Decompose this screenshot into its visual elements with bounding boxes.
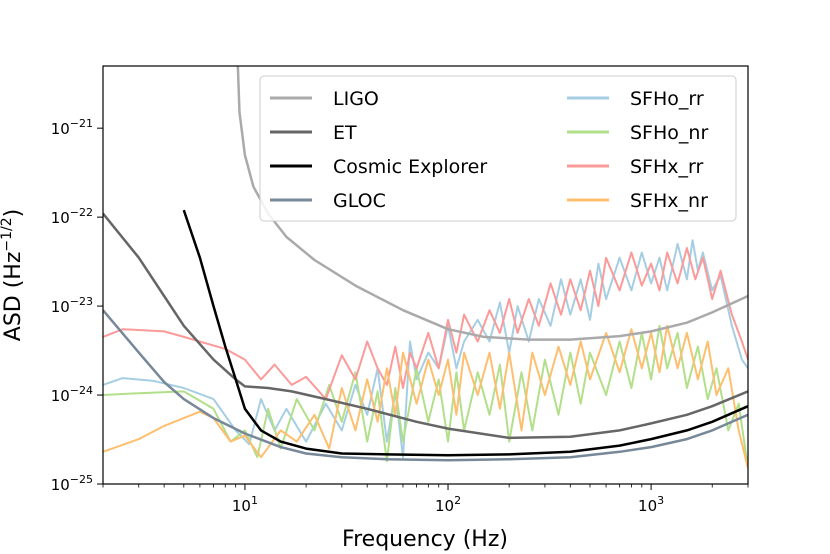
series-line-et — [103, 212, 748, 440]
x-tick-label: 101 — [232, 494, 258, 515]
series-layer — [103, 66, 748, 469]
x-tick-label: 102 — [435, 494, 461, 515]
legend-label-sfho-nr: SFHo_nr — [630, 122, 708, 144]
series-line-sfho-nr — [103, 324, 748, 469]
legend: LIGO ET Cosmic Explorer GLOC SFHo_rr SFHo_nr S… — [259, 75, 737, 222]
series-line-ligo — [236, 66, 748, 341]
plot-frame — [102, 65, 749, 485]
y-axis-label: ASD (Hz−1/2) — [0, 209, 26, 341]
legend-label-sfhx-rr: SFHx_rr — [630, 156, 703, 178]
y-tick-label: 10−23 — [51, 295, 93, 316]
y-tick-label: 10−21 — [51, 117, 93, 138]
y-tick-label: 10−24 — [51, 384, 93, 405]
legend-label-et: ET — [333, 122, 357, 144]
x-tick-label: 103 — [638, 494, 664, 515]
series-line-sfhx-rr — [103, 247, 748, 401]
legend-label-sfho-rr: SFHo_rr — [630, 88, 704, 110]
y-tick-label: 10−22 — [51, 206, 93, 227]
legend-label-ligo: LIGO — [333, 88, 379, 110]
legend-label-sfhx-nr: SFHx_nr — [630, 190, 708, 212]
series-line-cosmic-explorer — [182, 209, 748, 457]
series-line-gloc — [103, 309, 748, 462]
legend-label-gloc: GLOC — [333, 190, 386, 212]
y-tick-label: 10−25 — [51, 473, 93, 494]
x-axis-label: Frequency (Hz) — [342, 527, 508, 552]
legend-box — [259, 75, 737, 222]
legend-label-cosmic-explorer: Cosmic Explorer — [333, 156, 487, 178]
ticks-layer: 101 102 103 10−21 10−22 10−23 10−24 10−25 — [51, 117, 749, 515]
